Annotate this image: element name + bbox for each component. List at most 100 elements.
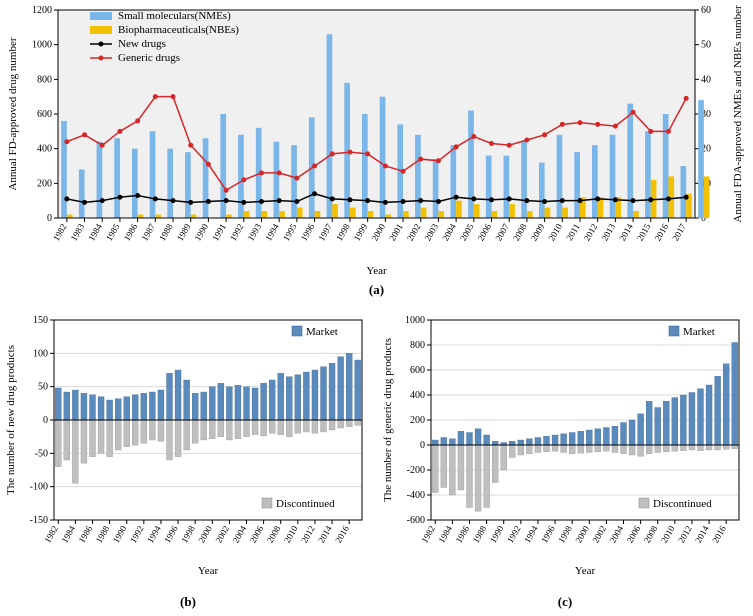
svg-text:2008: 2008 (265, 524, 283, 545)
svg-text:1988: 1988 (94, 524, 112, 545)
svg-text:1996: 1996 (162, 524, 180, 545)
svg-text:1992: 1992 (228, 222, 246, 243)
svg-text:2004: 2004 (608, 524, 626, 545)
svg-text:Generic drugs: Generic drugs (118, 52, 180, 64)
svg-text:2017: 2017 (670, 222, 688, 243)
svg-text:Market: Market (683, 326, 715, 338)
svg-text:0: 0 (420, 440, 425, 451)
svg-text:1990: 1990 (488, 524, 506, 545)
svg-text:400: 400 (37, 144, 52, 155)
svg-text:2013: 2013 (599, 222, 617, 243)
svg-text:50: 50 (701, 40, 711, 51)
svg-text:1989: 1989 (175, 222, 193, 243)
svg-text:40: 40 (701, 74, 711, 85)
svg-text:1992: 1992 (505, 524, 523, 545)
svg-text:1998: 1998 (179, 524, 197, 545)
svg-text:2009: 2009 (529, 222, 547, 243)
svg-text:1996: 1996 (539, 524, 557, 545)
panel-c-chart: -600-400-2000200400600800100019821984198… (377, 310, 753, 600)
svg-text:200: 200 (410, 415, 425, 426)
svg-text:1996: 1996 (299, 222, 317, 243)
svg-text:2002: 2002 (405, 222, 423, 243)
svg-text:2000: 2000 (573, 524, 591, 545)
svg-text:1984: 1984 (59, 524, 77, 545)
svg-text:2010: 2010 (546, 222, 564, 243)
svg-text:2010: 2010 (659, 524, 677, 545)
svg-text:2006: 2006 (248, 524, 266, 545)
svg-text:2004: 2004 (440, 222, 458, 243)
svg-text:800: 800 (37, 74, 52, 85)
svg-text:2000: 2000 (196, 524, 214, 545)
svg-text:1986: 1986 (77, 524, 95, 545)
svg-text:Year: Year (198, 565, 219, 577)
svg-text:-200: -200 (407, 465, 425, 476)
svg-text:400: 400 (410, 390, 425, 401)
svg-text:2016: 2016 (653, 222, 671, 243)
svg-text:2015: 2015 (635, 222, 653, 243)
svg-text:2014: 2014 (316, 524, 334, 545)
svg-text:2001: 2001 (387, 222, 405, 243)
svg-text:1990: 1990 (111, 524, 129, 545)
svg-text:1986: 1986 (454, 524, 472, 545)
svg-text:Discontinued: Discontinued (276, 498, 335, 510)
svg-text:Biopharmaceuticals(NBEs): Biopharmaceuticals(NBEs) (118, 24, 239, 36)
svg-text:The number of generic drug pro: The number of generic drug products (382, 338, 394, 502)
svg-text:1983: 1983 (69, 222, 87, 243)
svg-text:1986: 1986 (122, 222, 140, 243)
svg-text:1000: 1000 (405, 315, 425, 326)
svg-text:Discontinued: Discontinued (653, 498, 712, 510)
svg-text:50: 50 (38, 382, 48, 393)
panel-c-sublabel: (c) (377, 594, 753, 610)
svg-text:1998: 1998 (334, 222, 352, 243)
panel-b-sublabel: (b) (0, 594, 376, 610)
svg-text:1994: 1994 (145, 524, 163, 545)
svg-text:1988: 1988 (471, 524, 489, 545)
svg-text:New drugs: New drugs (118, 38, 166, 50)
svg-text:1994: 1994 (263, 222, 281, 243)
svg-text:2008: 2008 (511, 222, 529, 243)
svg-text:200: 200 (37, 178, 52, 189)
svg-text:-100: -100 (30, 482, 48, 493)
svg-text:2008: 2008 (642, 524, 660, 545)
svg-text:1982: 1982 (51, 222, 69, 243)
svg-text:1993: 1993 (246, 222, 264, 243)
svg-text:2002: 2002 (590, 524, 608, 545)
svg-text:-150: -150 (30, 515, 48, 526)
svg-text:100: 100 (33, 348, 48, 359)
svg-text:-400: -400 (407, 490, 425, 501)
panel-b-chart: -150-100-5005010015019821984198619881990… (0, 310, 376, 600)
svg-text:2012: 2012 (299, 524, 317, 545)
svg-text:1987: 1987 (139, 222, 157, 243)
svg-text:600: 600 (410, 365, 425, 376)
svg-text:1000: 1000 (32, 40, 52, 51)
svg-text:1994: 1994 (522, 524, 540, 545)
svg-text:2004: 2004 (231, 524, 249, 545)
svg-text:0: 0 (43, 415, 48, 426)
svg-text:0: 0 (47, 213, 52, 224)
svg-text:Year: Year (366, 265, 387, 277)
svg-text:2016: 2016 (333, 524, 351, 545)
svg-text:1998: 1998 (556, 524, 574, 545)
svg-text:1982: 1982 (419, 524, 437, 545)
svg-text:-600: -600 (407, 515, 425, 526)
svg-text:2012: 2012 (676, 524, 694, 545)
svg-text:1984: 1984 (86, 222, 104, 243)
svg-text:800: 800 (410, 340, 425, 351)
svg-text:2005: 2005 (458, 222, 476, 243)
svg-text:1988: 1988 (157, 222, 175, 243)
svg-text:2006: 2006 (476, 222, 494, 243)
svg-text:-50: -50 (35, 448, 48, 459)
svg-text:2011: 2011 (564, 222, 581, 242)
svg-text:2006: 2006 (625, 524, 643, 545)
svg-text:2012: 2012 (582, 222, 600, 243)
svg-text:1997: 1997 (316, 222, 334, 243)
svg-text:Small moleculars(NMEs): Small moleculars(NMEs) (118, 10, 231, 22)
svg-text:1995: 1995 (281, 222, 299, 243)
svg-text:1991: 1991 (210, 222, 228, 243)
svg-text:2014: 2014 (693, 524, 711, 545)
svg-text:1200: 1200 (32, 5, 52, 16)
svg-text:The number of new drug product: The number of new drug products (5, 345, 17, 495)
svg-text:Annual FD-approved drug number: Annual FD-approved drug number (7, 37, 19, 190)
svg-text:1984: 1984 (436, 524, 454, 545)
svg-text:60: 60 (701, 5, 711, 16)
